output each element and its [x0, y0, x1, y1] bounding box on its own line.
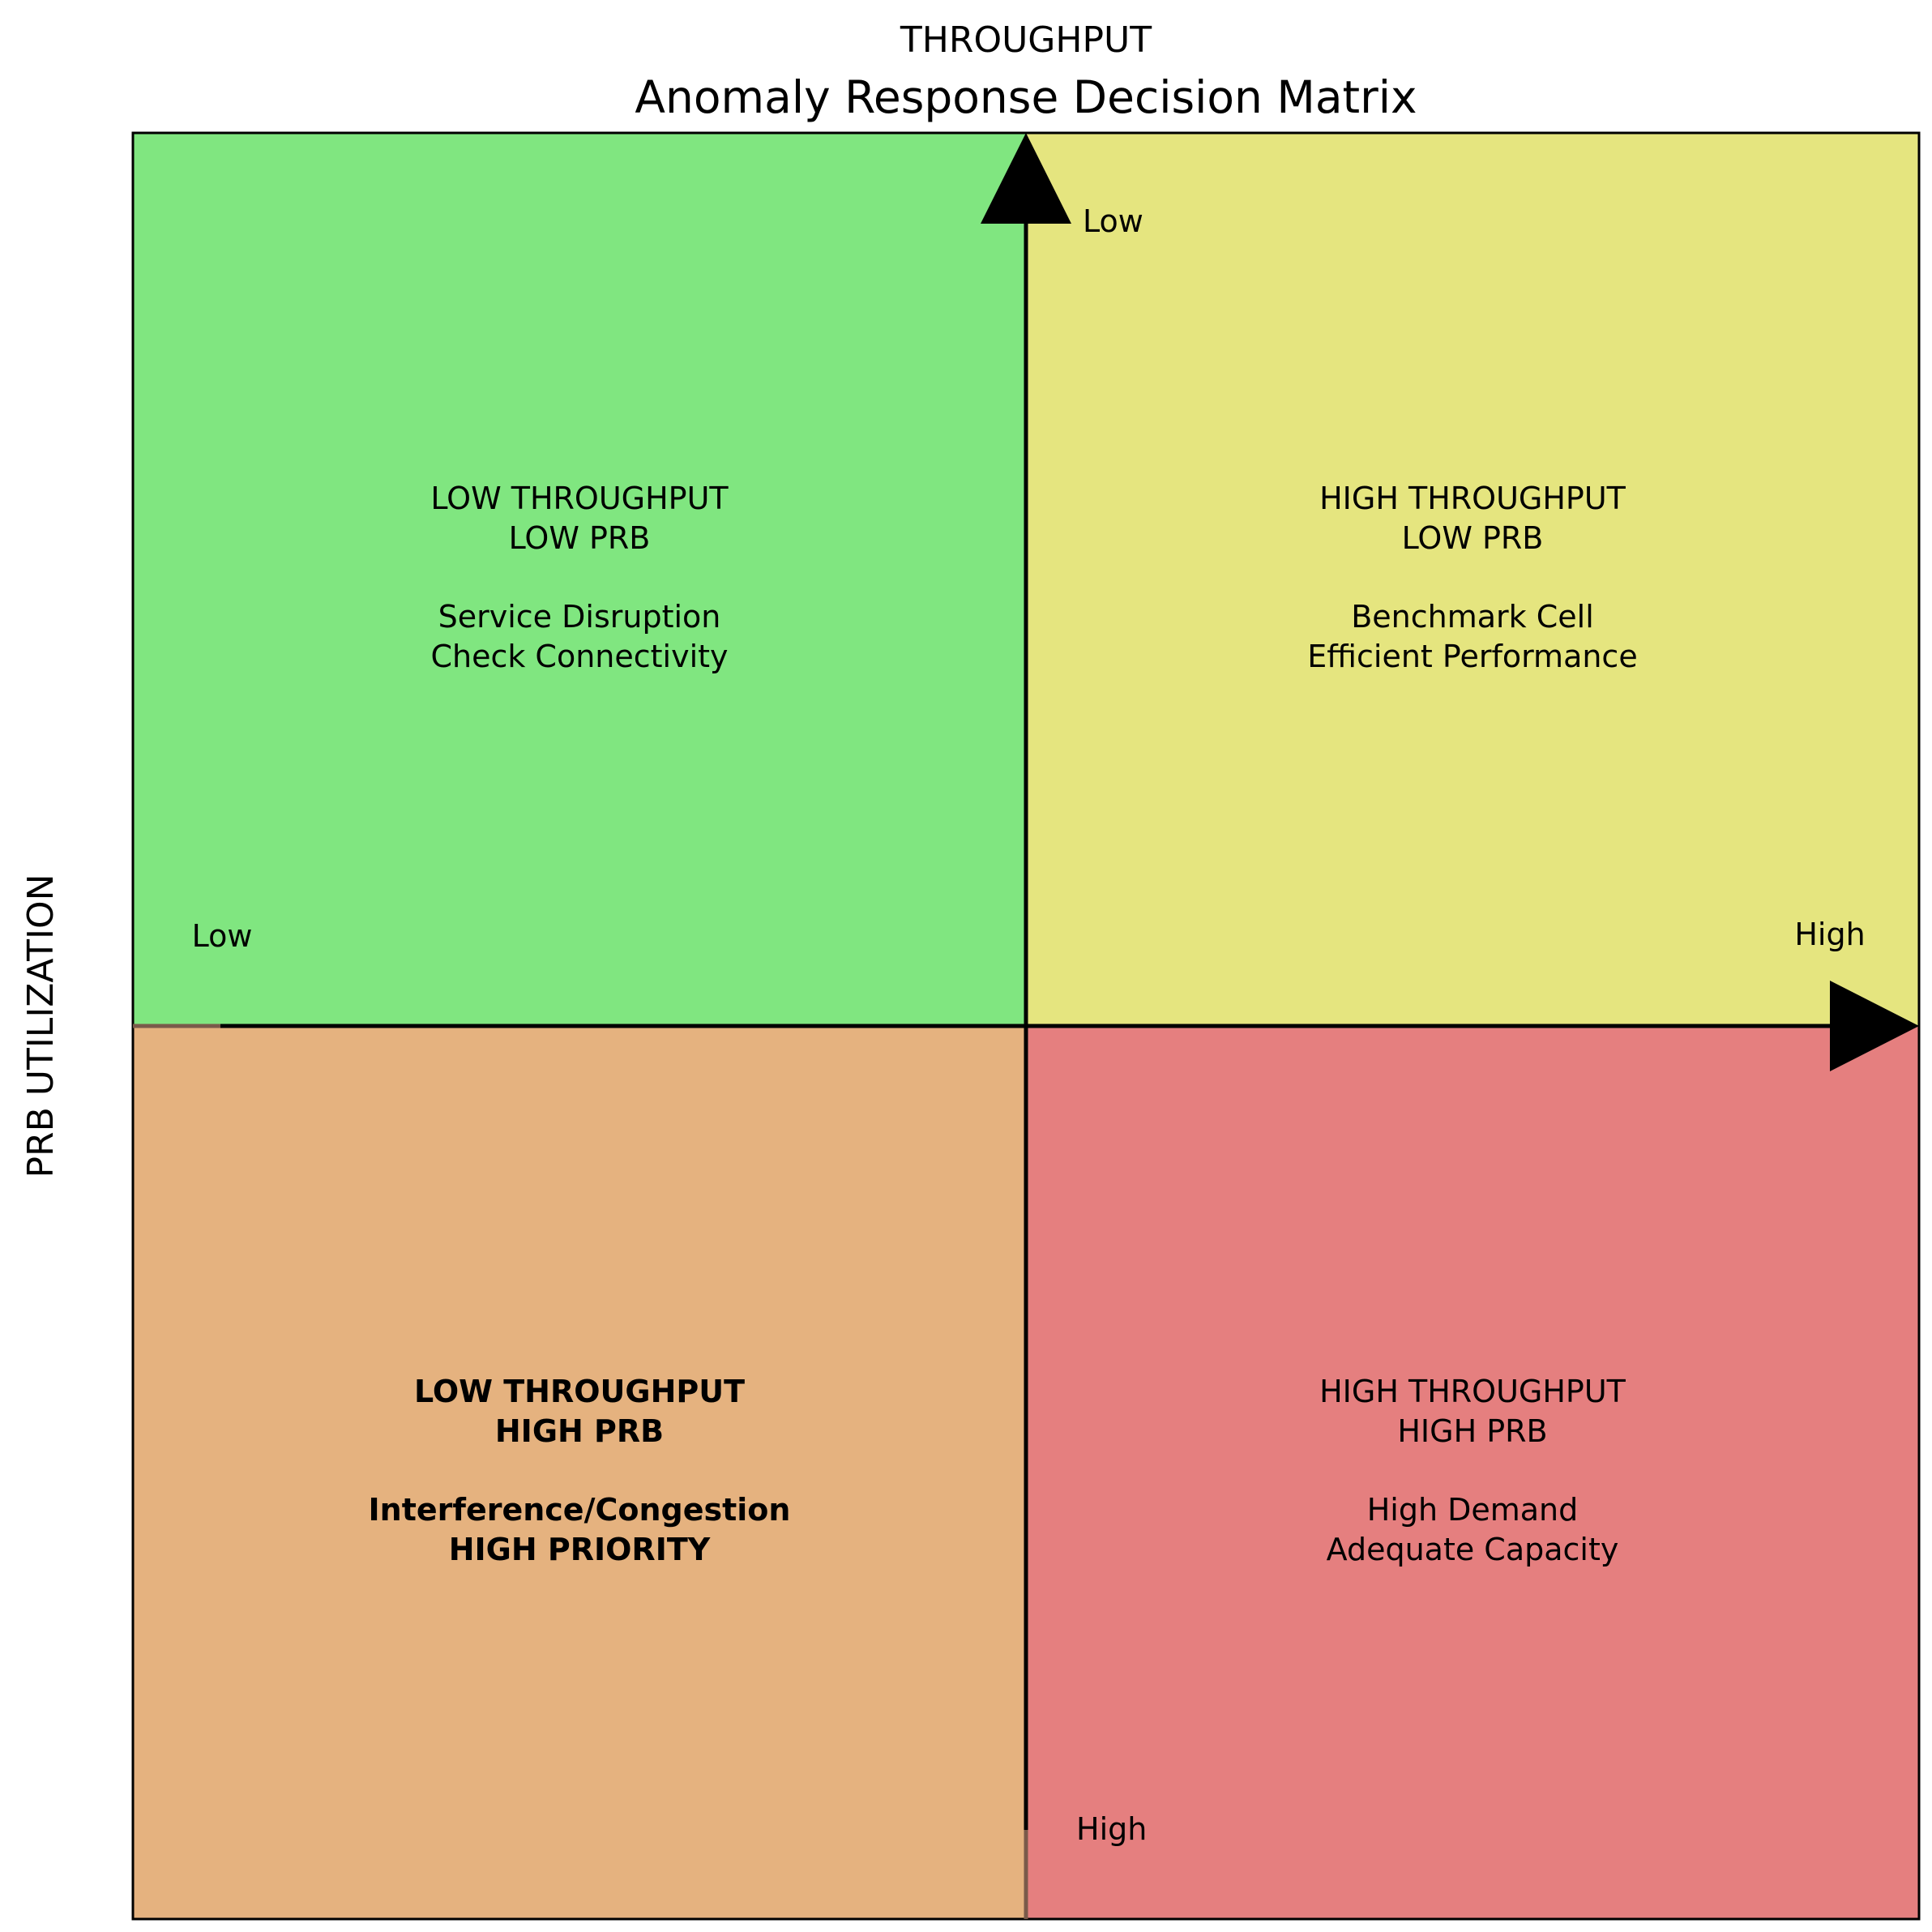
horizontal-axis-low-label: Low: [192, 918, 253, 954]
quadrant-top-left-text: LOW THROUGHPUT LOW PRB Service Disruptio…: [430, 481, 729, 674]
quadrant-top-left: [133, 133, 1026, 1026]
vertical-axis-low-label: Low: [1083, 203, 1143, 239]
quadrant-bottom-right-line1: HIGH THROUGHPUT: [1319, 1374, 1626, 1409]
horizontal-axis-arrowhead: [1830, 981, 1919, 1071]
quadrant-top-right-line2: LOW PRB: [1402, 520, 1544, 556]
quadrant-bottom-left: [133, 1026, 1026, 1919]
quadrant-bottom-left-text: LOW THROUGHPUT HIGH PRB Interference/Con…: [369, 1374, 791, 1567]
quadrant-bottom-right-line4: Adequate Capacity: [1327, 1532, 1619, 1567]
throughput-axis-label: THROUGHPUT: [900, 19, 1152, 61]
vertical-axis-high-label: High: [1076, 1811, 1147, 1847]
horizontal-axis-high-label: High: [1794, 917, 1865, 952]
quadrant-bottom-right: [1026, 1026, 1919, 1919]
quadrant-bottom-left-line2: HIGH PRB: [495, 1413, 664, 1449]
quadrant-bottom-left-line4: HIGH PRIORITY: [449, 1532, 711, 1567]
quadrant-top-right-text: HIGH THROUGHPUT LOW PRB Benchmark Cell E…: [1307, 481, 1637, 674]
quadrant-top-left-line2: LOW PRB: [509, 520, 651, 556]
quadrant-top-right: [1026, 133, 1919, 1026]
quadrant-top-left-line4: Check Connectivity: [430, 639, 728, 674]
vertical-axis-arrowhead: [981, 133, 1071, 224]
quadrant-top-right-line1: HIGH THROUGHPUT: [1319, 481, 1626, 516]
quadrant-bottom-left-line3: Interference/Congestion: [369, 1492, 791, 1528]
quadrant-top-left-line3: Service Disruption: [438, 599, 721, 635]
quadrant-bottom-right-line2: HIGH PRB: [1397, 1413, 1547, 1449]
quadrant-bottom-left-line1: LOW THROUGHPUT: [414, 1374, 745, 1409]
quadrant-bottom-right-line3: High Demand: [1367, 1492, 1579, 1528]
prb-utilization-axis-label: PRB UTILIZATION: [20, 874, 62, 1178]
quadrant-top-right-line3: Benchmark Cell: [1351, 599, 1594, 635]
quadrant-top-right-line4: Efficient Performance: [1307, 639, 1637, 674]
quadrant-top-left-line1: LOW THROUGHPUT: [430, 481, 729, 516]
quadrant-bottom-right-text: HIGH THROUGHPUT HIGH PRB High Demand Ade…: [1319, 1374, 1626, 1567]
diagram-title: Anomaly Response Decision Matrix: [635, 71, 1417, 123]
